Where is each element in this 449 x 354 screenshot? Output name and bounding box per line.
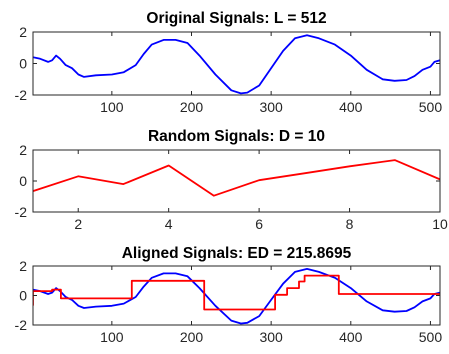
axes-frame (32, 31, 441, 96)
y-tick-label: -2 (15, 204, 28, 220)
axes-frame (32, 265, 441, 326)
x-tick-label: 300 (259, 329, 283, 345)
x-tick-label: 200 (180, 329, 204, 345)
y-tick-label: -2 (15, 87, 28, 103)
y-tick-label: 0 (19, 56, 27, 72)
subplot-title: Aligned Signals: ED = 215.8695 (122, 245, 352, 262)
subplot-title: Original Signals: L = 512 (146, 10, 326, 27)
x-tick-label: 300 (259, 99, 283, 115)
x-tick-label: 8 (346, 216, 354, 232)
x-tick-label: 100 (100, 99, 124, 115)
y-tick-label: 0 (19, 173, 27, 189)
x-tick-label: 4 (165, 216, 173, 232)
x-tick-label: 200 (180, 99, 204, 115)
x-tick-label: 2 (74, 216, 82, 232)
y-tick-label: 2 (19, 258, 27, 274)
axes-frame (32, 149, 441, 213)
subplot-3: Aligned Signals: ED = 215.8695 100 200 300 4… (15, 245, 443, 345)
subplot-1: Original Signals: L = 512 100 200 300 400 500… (15, 10, 443, 115)
x-tick-label: 400 (339, 99, 363, 115)
subplot-2: Random Signals: D = 10 2 4 6 8 10 -2 0 2 (15, 128, 448, 232)
y-tick-label: 2 (19, 24, 27, 40)
series-line-2 (33, 274, 440, 311)
y-tick-label: 0 (19, 288, 27, 304)
series-line-1 (33, 159, 440, 197)
x-tick-label: 100 (100, 329, 124, 345)
x-tick-label: 400 (339, 329, 363, 345)
x-tick-label: 500 (419, 329, 443, 345)
x-tick-label: 6 (255, 216, 263, 232)
x-tick-label: 10 (432, 216, 448, 232)
series-line-1 (33, 34, 440, 95)
series-line-1 (33, 268, 440, 325)
y-tick-label: 2 (19, 142, 27, 158)
subplot-title: Random Signals: D = 10 (148, 128, 325, 145)
y-tick-label: -2 (15, 317, 28, 333)
x-tick-label: 500 (419, 99, 443, 115)
